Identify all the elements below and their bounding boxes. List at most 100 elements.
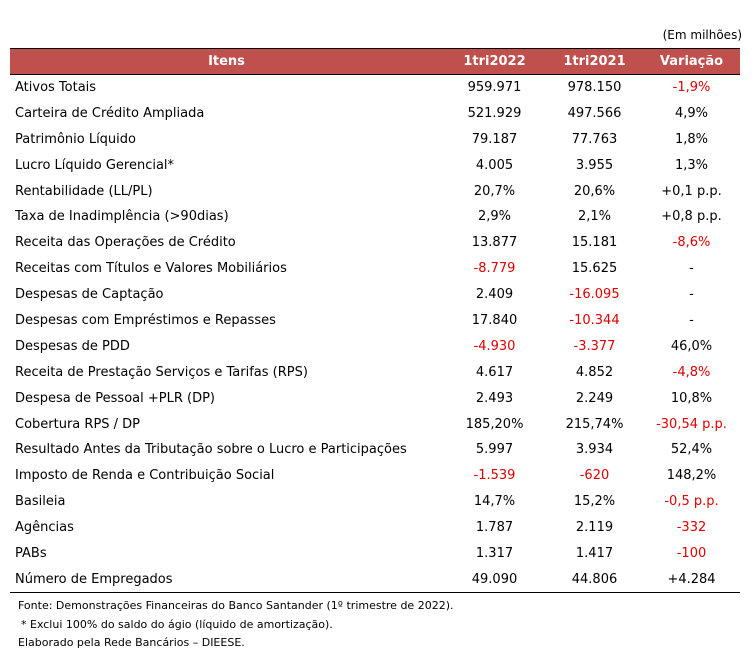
row-value-1tri2021: 20,6%	[573, 183, 616, 199]
footnote-credit: Elaborado pela Rede Bancários – DIEESE.	[18, 636, 245, 649]
table-row: Lucro Líquido Gerencial* 4.005 3.955 1,3%	[10, 152, 740, 178]
indicators-table: Itens 1tri2022 1tri2021 Variação Ativos …	[10, 48, 740, 593]
table-row: Despesa de Pessoal +PLR (DP) 2.493 2.249 10…	[10, 385, 740, 411]
row-value-1tri2022: 17.840	[471, 312, 518, 328]
row-value-1tri2022: 4.005	[475, 157, 514, 173]
row-value-1tri2022: 2.493	[475, 390, 514, 406]
row-value-1tri2022: 2,9%	[477, 209, 512, 225]
row-item-label: Lucro Líquido Gerencial*	[15, 157, 175, 173]
row-item-label: Taxa de Inadimplência (>90dias)	[15, 209, 229, 225]
indicators-table-container: Itens 1tri2022 1tri2021 Variação Ativos …	[10, 48, 740, 593]
table-body: Ativos Totais 959.971 978.150 -1,9% Carteira…	[10, 75, 740, 593]
row-value-1tri2022: 1.317	[475, 545, 514, 561]
row-value-1tri2022: 2.409	[475, 287, 514, 303]
row-value-1tri2022: 1.787	[475, 520, 514, 536]
row-item-label: Carteira de Crédito Ampliada	[15, 105, 205, 121]
unit-note: (Em milhões)	[662, 28, 742, 42]
table-row: Cobertura RPS / DP 185,20% 215,74% -30,54 p…	[10, 411, 740, 437]
row-item-label: Número de Empregados	[10, 566, 443, 593]
footnote-source: Fonte: Demonstrações Financeiras do Banc…	[18, 599, 454, 612]
table-row: Despesas de Captação 2.409 -16.095 -	[10, 282, 740, 308]
row-item-label: Despesas de Captação	[15, 287, 164, 303]
row-item-label: Receita das Operações de Crédito	[15, 235, 236, 251]
row-value-1tri2022: -4.930	[473, 338, 516, 354]
row-value-variation: -100	[676, 545, 707, 561]
row-value-1tri2021: 978.150	[567, 80, 622, 96]
row-value-1tri2021: 15.625	[571, 261, 618, 277]
table-row: Ativos Totais 959.971 978.150 -1,9%	[10, 75, 740, 101]
table-row: Imposto de Renda e Contribuição Social -1…	[10, 463, 740, 489]
row-value-1tri2021: 15.181	[571, 235, 618, 251]
row-value-1tri2022: 79.187	[471, 131, 518, 147]
row-value-1tri2021: -16.095	[569, 287, 620, 303]
row-value-1tri2022: 521.929	[467, 105, 522, 121]
table-row: Receita das Operações de Crédito 13.877 15…	[10, 230, 740, 256]
row-value-1tri2021: 4.852	[575, 364, 614, 380]
table-row: Resultado Antes da Tributação sobre o Lu…	[10, 437, 740, 463]
row-value-variation: -	[689, 312, 694, 328]
row-value-1tri2021: 44.806	[546, 566, 643, 593]
row-value-variation: 1,3%	[674, 157, 709, 173]
row-item-label: Despesa de Pessoal +PLR (DP)	[15, 390, 216, 406]
row-value-1tri2021: 2.249	[575, 390, 614, 406]
table-row: Patrimônio Líquido 79.187 77.763 1,8%	[10, 126, 740, 152]
row-value-1tri2022: 185,20%	[465, 416, 524, 432]
row-value-1tri2021: 3.955	[575, 157, 614, 173]
footnote-note: * Exclui 100% do saldo do ágio (líquido …	[21, 617, 333, 631]
row-item-label: Imposto de Renda e Contribuição Social	[15, 468, 275, 484]
header-1tri2022: 1tri2022	[443, 48, 546, 75]
row-item-label: Receita de Prestação Serviços e Tarifas …	[15, 364, 308, 380]
row-value-variation: 10,8%	[670, 390, 713, 406]
row-value-1tri2022: 13.877	[471, 235, 518, 251]
row-item-label: Rentabilidade (LL/PL)	[15, 183, 153, 199]
row-item-label: Resultado Antes da Tributação sobre o Lu…	[15, 442, 407, 458]
row-value-variation: -0,5 p.p.	[664, 494, 719, 510]
table-header-row: Itens 1tri2022 1tri2021 Variação	[10, 48, 740, 75]
row-item-label: Ativos Totais	[15, 80, 97, 96]
table-row: Taxa de Inadimplência (>90dias) 2,9% 2,1% +…	[10, 204, 740, 230]
row-value-1tri2022: -8.779	[473, 261, 516, 277]
row-value-1tri2022: 20,7%	[473, 183, 516, 199]
header-items: Itens	[10, 48, 443, 75]
table-row: Despesas com Empréstimos e Repasses 17.84…	[10, 308, 740, 334]
row-value-variation: -	[689, 287, 694, 303]
row-value-variation: 1,8%	[674, 131, 709, 147]
row-item-label: Despesas de PDD	[15, 338, 130, 354]
header-variation: Variação	[643, 48, 740, 75]
row-value-1tri2021: 2,1%	[577, 209, 612, 225]
row-item-label: Despesas com Empréstimos e Repasses	[15, 312, 276, 328]
row-value-1tri2021: 15,2%	[573, 494, 616, 510]
row-value-variation: +4.284	[643, 566, 740, 593]
row-value-variation: 148,2%	[666, 468, 717, 484]
row-item-label: Agências	[15, 520, 74, 536]
row-item-label: Patrimônio Líquido	[15, 131, 136, 147]
table-row: Agências 1.787 2.119 -332	[10, 515, 740, 541]
table-row: Receita de Prestação Serviços e Tarifas …	[10, 359, 740, 385]
table-row: Carteira de Crédito Ampliada 521.929 497.5…	[10, 100, 740, 126]
header-1tri2021: 1tri2021	[546, 48, 643, 75]
row-value-variation: -	[689, 261, 694, 277]
row-value-variation: -332	[676, 520, 707, 536]
row-value-1tri2022: 959.971	[467, 80, 522, 96]
row-item-label: Receitas com Títulos e Valores Mobiliári…	[15, 261, 287, 277]
table-row: Despesas de PDD -4.930 -3.377 46,0%	[10, 333, 740, 359]
footnotes: Fonte: Demonstrações Financeiras do Banc…	[18, 597, 453, 653]
row-value-variation: 46,0%	[670, 338, 713, 354]
row-item-label: Cobertura RPS / DP	[15, 416, 141, 432]
row-value-variation: -8,6%	[672, 235, 711, 251]
row-value-1tri2021: -620	[579, 468, 610, 484]
row-value-variation: +0,8 p.p.	[661, 209, 722, 225]
row-value-1tri2021: 2.119	[575, 520, 614, 536]
row-value-variation: +0,1 p.p.	[661, 183, 722, 199]
row-value-1tri2021: 1.417	[575, 545, 614, 561]
row-value-1tri2021: 77.763	[571, 131, 618, 147]
row-value-1tri2022: 14,7%	[473, 494, 516, 510]
row-value-1tri2021: 497.566	[567, 105, 622, 121]
table-row: Basileia 14,7% 15,2% -0,5 p.p.	[10, 489, 740, 515]
row-value-1tri2021: -10.344	[569, 312, 620, 328]
row-value-variation: -1,9%	[672, 80, 711, 96]
row-value-1tri2021: 3.934	[575, 442, 614, 458]
row-value-1tri2022: 5.997	[475, 442, 514, 458]
table-row: Receitas com Títulos e Valores Mobiliári…	[10, 256, 740, 282]
row-value-variation: -4,8%	[672, 364, 711, 380]
